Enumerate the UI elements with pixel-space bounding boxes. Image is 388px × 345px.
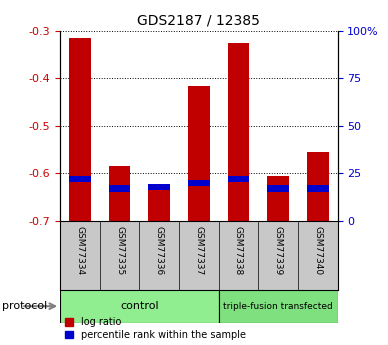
Text: protocol: protocol <box>2 301 47 311</box>
Text: GSM77334: GSM77334 <box>75 226 85 275</box>
Bar <box>267 176 289 221</box>
Title: GDS2187 / 12385: GDS2187 / 12385 <box>137 13 260 27</box>
Text: GSM77340: GSM77340 <box>313 226 322 275</box>
Bar <box>148 184 170 190</box>
Bar <box>188 86 210 221</box>
Bar <box>60 290 219 323</box>
Text: GSM77338: GSM77338 <box>234 226 243 276</box>
Bar <box>188 180 210 186</box>
Bar <box>307 152 329 221</box>
Bar <box>109 166 130 221</box>
Bar <box>109 186 130 191</box>
Legend: log ratio, percentile rank within the sample: log ratio, percentile rank within the sa… <box>65 317 246 340</box>
Text: GSM77337: GSM77337 <box>194 226 203 276</box>
Text: GSM77339: GSM77339 <box>274 226 282 276</box>
Bar <box>267 186 289 191</box>
Bar <box>148 190 170 221</box>
Bar <box>219 290 338 323</box>
Bar <box>69 176 91 182</box>
Bar <box>307 186 329 191</box>
Text: triple-fusion transfected: triple-fusion transfected <box>223 302 333 311</box>
Bar <box>228 43 249 221</box>
Bar <box>228 176 249 182</box>
Text: GSM77335: GSM77335 <box>115 226 124 276</box>
Text: control: control <box>120 301 159 311</box>
Text: GSM77336: GSM77336 <box>155 226 164 276</box>
Bar <box>69 38 91 221</box>
